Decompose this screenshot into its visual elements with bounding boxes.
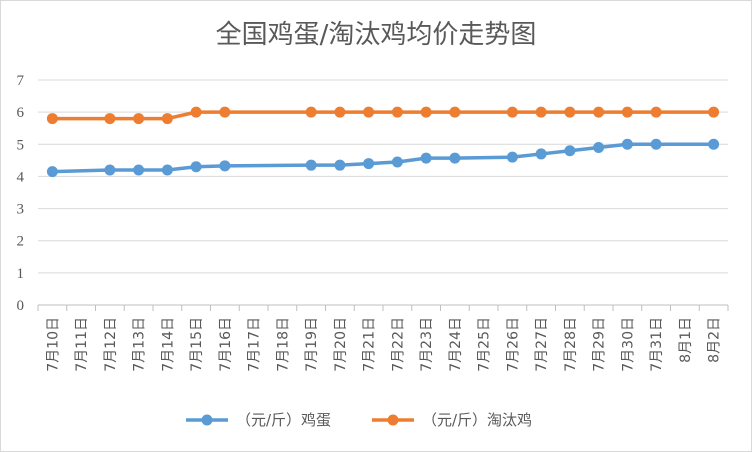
data-point (564, 145, 576, 157)
x-tick-label: 7月16日 (218, 317, 234, 372)
data-point (621, 138, 633, 150)
y-tick-label: 3 (17, 202, 25, 218)
x-tick-label: 7月29日 (592, 317, 608, 372)
data-point (449, 106, 461, 118)
x-tick-label: 7月13日 (132, 317, 148, 372)
data-point (564, 106, 576, 118)
data-point (363, 158, 375, 170)
x-tick-label: 7月10日 (45, 317, 61, 372)
data-point (650, 106, 662, 118)
data-point (420, 152, 432, 164)
x-tick-label: 7月31日 (649, 317, 665, 372)
legend-marker (387, 414, 399, 426)
data-point (593, 142, 605, 153)
data-point (650, 138, 662, 150)
x-tick-label: 7月11日 (74, 317, 90, 372)
y-tick-label: 7 (17, 73, 25, 89)
x-tick-label: 7月25日 (477, 317, 493, 372)
data-point (506, 151, 518, 163)
data-point (363, 106, 375, 118)
data-point (190, 106, 202, 118)
x-tick-label: 7月26日 (505, 317, 521, 372)
x-tick-label: 7月18日 (275, 317, 291, 372)
data-point (334, 159, 346, 171)
x-tick-label: 7月15日 (189, 317, 205, 372)
x-tick-label: 7月19日 (304, 317, 320, 372)
data-point (535, 106, 547, 118)
x-tick-label: 7月21日 (362, 317, 378, 372)
data-point (46, 166, 58, 178)
data-point (104, 164, 116, 176)
data-point (305, 106, 317, 118)
x-tick-label: 7月14日 (160, 317, 176, 372)
x-tick-label: 7月23日 (419, 317, 435, 372)
y-tick-label: 5 (17, 137, 25, 153)
x-tick-label: 7月17日 (247, 317, 263, 372)
data-point (334, 106, 346, 118)
chart-title: 全国鸡蛋/淘汰鸡均价走势图 (215, 20, 537, 50)
data-point (161, 113, 173, 125)
data-point (621, 106, 633, 118)
data-point (391, 106, 403, 118)
legend-marker (201, 414, 213, 426)
data-point (161, 164, 173, 176)
data-point (506, 106, 518, 118)
series-layer (46, 106, 720, 178)
series-line-0 (52, 142, 714, 174)
data-point (535, 148, 547, 160)
y-tick-label: 1 (17, 266, 25, 282)
data-point (219, 106, 231, 118)
data-point (190, 161, 202, 173)
x-tick-label: 7月24日 (448, 317, 464, 372)
y-tick-label: 4 (17, 169, 25, 185)
data-point (305, 159, 317, 171)
data-point (593, 106, 605, 118)
data-point (219, 160, 231, 172)
data-point (420, 106, 432, 118)
x-tick-label: 7月12日 (103, 317, 119, 372)
legend: （元/斤）鸡蛋 （元/斤）淘汰鸡 (186, 411, 532, 429)
data-point (391, 156, 403, 168)
data-point (46, 113, 58, 125)
x-tick-label: 7月20日 (333, 317, 349, 372)
x-tick-label: 7月22日 (390, 317, 406, 372)
x-tick-label: 8月2日 (707, 317, 723, 363)
y-axis-ticks: 0 1 2 3 4 5 6 7 (17, 73, 25, 314)
data-point (104, 113, 116, 125)
data-point (449, 152, 461, 164)
x-tick-label: 8月1日 (678, 317, 694, 363)
data-point (133, 164, 145, 176)
data-point (133, 113, 145, 125)
series-line-1 (52, 110, 714, 121)
legend-label: （元/斤）淘汰鸡 (422, 411, 532, 429)
x-tick-label: 7月30日 (620, 317, 636, 372)
legend-label: （元/斤）鸡蛋 (236, 411, 331, 429)
y-tick-label: 0 (17, 298, 25, 314)
x-tick-label: 7月28日 (563, 317, 579, 372)
y-tick-label: 2 (17, 234, 25, 250)
data-point (708, 106, 720, 118)
x-axis: 7月10日 7月11日 7月12日 7月13日 7月14日 7月15日 7月16日 7月17日… (37, 305, 729, 372)
x-tick-label: 7月27日 (534, 317, 550, 372)
data-point (708, 138, 720, 150)
y-tick-label: 6 (17, 105, 25, 121)
